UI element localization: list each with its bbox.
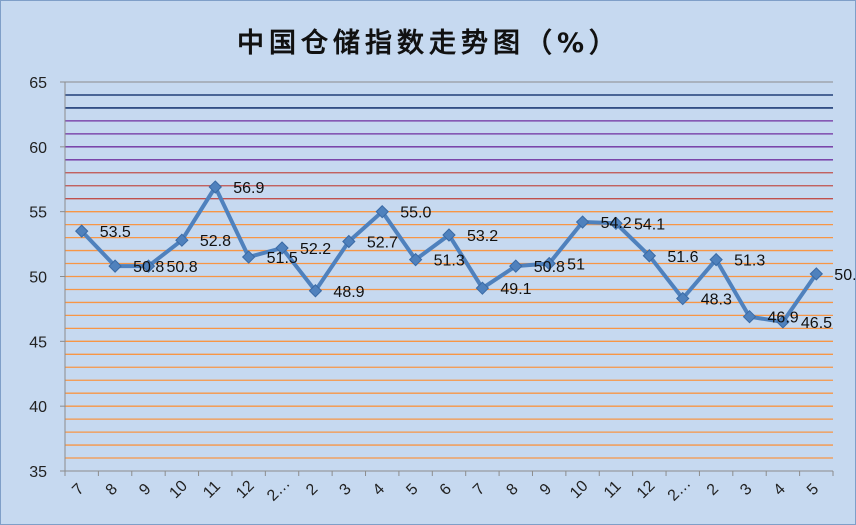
data-point <box>408 252 423 267</box>
x-tick-label: 2 <box>303 481 321 499</box>
data-label: 56.9 <box>233 180 264 197</box>
data-label: 46.9 <box>768 310 799 327</box>
data-label: 52.8 <box>200 233 231 250</box>
data-label: 52.2 <box>300 241 331 258</box>
data-label: 50.8 <box>166 259 197 276</box>
data-label: 50.8 <box>133 259 164 276</box>
x-tick-label: 11 <box>200 478 224 502</box>
x-tick-label: 2… <box>264 475 294 505</box>
data-point <box>509 259 523 273</box>
data-point <box>542 256 556 271</box>
y-tick-label: 55 <box>29 205 47 222</box>
x-tick-labels: 7 8 9 10 11 12 2… 2 3 4 5 6 7 8 9 10 11 12 2… 2 3 4 5 <box>69 475 822 505</box>
data-label: 50.8 <box>534 259 565 276</box>
x-tick-label: 9 <box>537 481 555 499</box>
data-label: 51.5 <box>267 250 298 267</box>
data-point <box>475 281 490 295</box>
y-tick-label: 35 <box>29 464 47 481</box>
x-tick-label: 4 <box>370 481 388 499</box>
data-label: 54.1 <box>634 216 665 233</box>
chart-title: 中国仓储指数走势图（%） <box>236 28 622 59</box>
data-point <box>742 309 757 324</box>
data-label: 55.0 <box>400 205 431 222</box>
y-tick-label: 45 <box>29 334 47 351</box>
data-label: 51 <box>567 257 585 274</box>
data-point <box>709 252 723 267</box>
y-tick-labels: 35 40 45 50 55 60 65 <box>29 75 47 481</box>
data-point <box>609 216 623 231</box>
data-label: 51.3 <box>734 253 765 270</box>
y-tick-label: 65 <box>29 75 47 92</box>
y-tick-label: 40 <box>29 399 47 416</box>
y-tick-label: 50 <box>29 270 47 287</box>
data-label: 49.1 <box>500 281 531 298</box>
y-tick-label: 60 <box>29 140 47 157</box>
data-point <box>442 228 456 242</box>
data-point <box>308 284 323 298</box>
x-tick-label: 3 <box>336 481 354 499</box>
x-tick-label: 10 <box>166 477 191 502</box>
data-point <box>809 267 824 281</box>
x-tick-label: 12 <box>634 477 659 502</box>
x-tick-label: 9 <box>136 481 154 499</box>
data-label: 54.2 <box>601 215 632 232</box>
data-label: 53.5 <box>100 224 131 241</box>
x-tick-label: 7 <box>470 481 488 499</box>
x-tick-label: 4 <box>771 481 789 499</box>
data-label: 48.3 <box>701 292 732 309</box>
data-label: 48.9 <box>333 284 364 301</box>
x-tick-label: 10 <box>567 477 592 502</box>
x-tick-label: 2 <box>704 481 722 499</box>
x-tick-label: 8 <box>503 481 521 499</box>
x-tick-label: 11 <box>601 478 625 502</box>
series-markers <box>74 180 824 329</box>
data-point <box>776 315 790 329</box>
axes <box>60 81 834 476</box>
data-label: 51.6 <box>667 249 698 266</box>
data-point <box>175 233 189 247</box>
x-tick-label: 3 <box>737 481 755 499</box>
data-point <box>676 291 690 306</box>
data-point <box>575 215 590 229</box>
data-point <box>208 180 222 194</box>
x-tick-label: 8 <box>103 481 121 499</box>
data-label: 53.2 <box>467 228 498 245</box>
data-point <box>642 249 657 263</box>
data-label: 50.2 <box>834 267 856 284</box>
gridlines <box>65 94 833 459</box>
data-label: 52.7 <box>367 234 398 251</box>
x-tick-label: 5 <box>804 481 822 499</box>
data-point <box>342 234 356 249</box>
x-tick-label: 5 <box>403 481 421 499</box>
x-tick-label: 12 <box>233 477 258 502</box>
data-label: 46.5 <box>801 315 832 332</box>
x-tick-label: 6 <box>437 481 455 499</box>
data-point <box>275 241 289 255</box>
data-point <box>141 259 156 273</box>
x-tick-label: 7 <box>69 481 87 499</box>
data-point <box>108 259 122 273</box>
data-labels: 53.550.8 50.852.856.951.552.248.952.755.0… <box>100 180 856 332</box>
data-point <box>74 224 89 238</box>
data-label: 51.3 <box>434 253 465 270</box>
data-point <box>241 250 256 264</box>
x-tick-label: 2… <box>665 475 695 505</box>
data-point <box>375 204 389 219</box>
